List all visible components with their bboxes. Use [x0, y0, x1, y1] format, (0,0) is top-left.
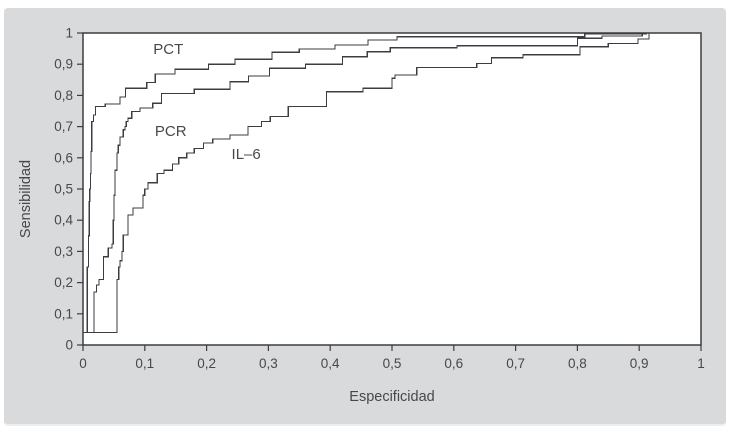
chart-panel: 0 0,1 0,2 0,3 0,4 0,5 0,6 0,7 0,8 0,9 1 0 0,1 0,2 0,3 0… [4, 8, 726, 426]
x-axis: 0 0,1 0,2 0,3 0,4 0,5 0,6 0,7 0,8 0,9 1 [79, 345, 705, 371]
curve-label-il-6: IL–6 [232, 146, 261, 163]
x-tick-label: 0,5 [383, 356, 402, 371]
x-tick-label: 0,2 [197, 356, 216, 371]
y-axis-title: Sensibilidad [18, 160, 34, 238]
x-axis-title: Especificidad [349, 389, 434, 405]
y-tick-label: 0,3 [54, 244, 73, 259]
roc-curve-pcr [82, 32, 701, 345]
y-tick-label: 0,5 [54, 182, 73, 197]
roc-curve-il-6 [82, 32, 701, 345]
y-tick-label: 0,8 [54, 88, 73, 103]
y-tick-label: 0 [65, 338, 73, 353]
y-tick-label: 0,9 [54, 57, 73, 72]
x-tick-label: 0,6 [444, 356, 463, 371]
y-tick-label: 0,4 [54, 213, 73, 228]
y-axis: 0 0,1 0,2 0,3 0,4 0,5 0,6 0,7 0,8 0,9 1 [54, 26, 83, 353]
x-tick-label: 0,3 [259, 356, 278, 371]
x-tick-label: 0,4 [321, 356, 340, 371]
y-tick-label: 0,1 [54, 306, 73, 321]
roc-curve-pct [82, 32, 701, 345]
x-tick-label: 0,9 [630, 356, 649, 371]
y-tick-label: 1 [65, 26, 73, 41]
curve-label-pcr: PCR [155, 123, 187, 140]
y-tick-label: 0,7 [54, 119, 73, 134]
y-tick-label: 0,2 [54, 275, 73, 290]
x-tick-label: 0,1 [135, 356, 154, 371]
x-tick-label: 0,8 [568, 356, 587, 371]
x-tick-label: 1 [697, 356, 705, 371]
roc-chart: 0 0,1 0,2 0,3 0,4 0,5 0,6 0,7 0,8 0,9 100,10,20,30… [18, 26, 705, 406]
y-tick-label: 0,6 [54, 150, 73, 165]
x-tick-label: 0 [79, 356, 87, 371]
x-tick-label: 0,7 [506, 356, 525, 371]
curve-label-pct: PCT [153, 41, 183, 58]
